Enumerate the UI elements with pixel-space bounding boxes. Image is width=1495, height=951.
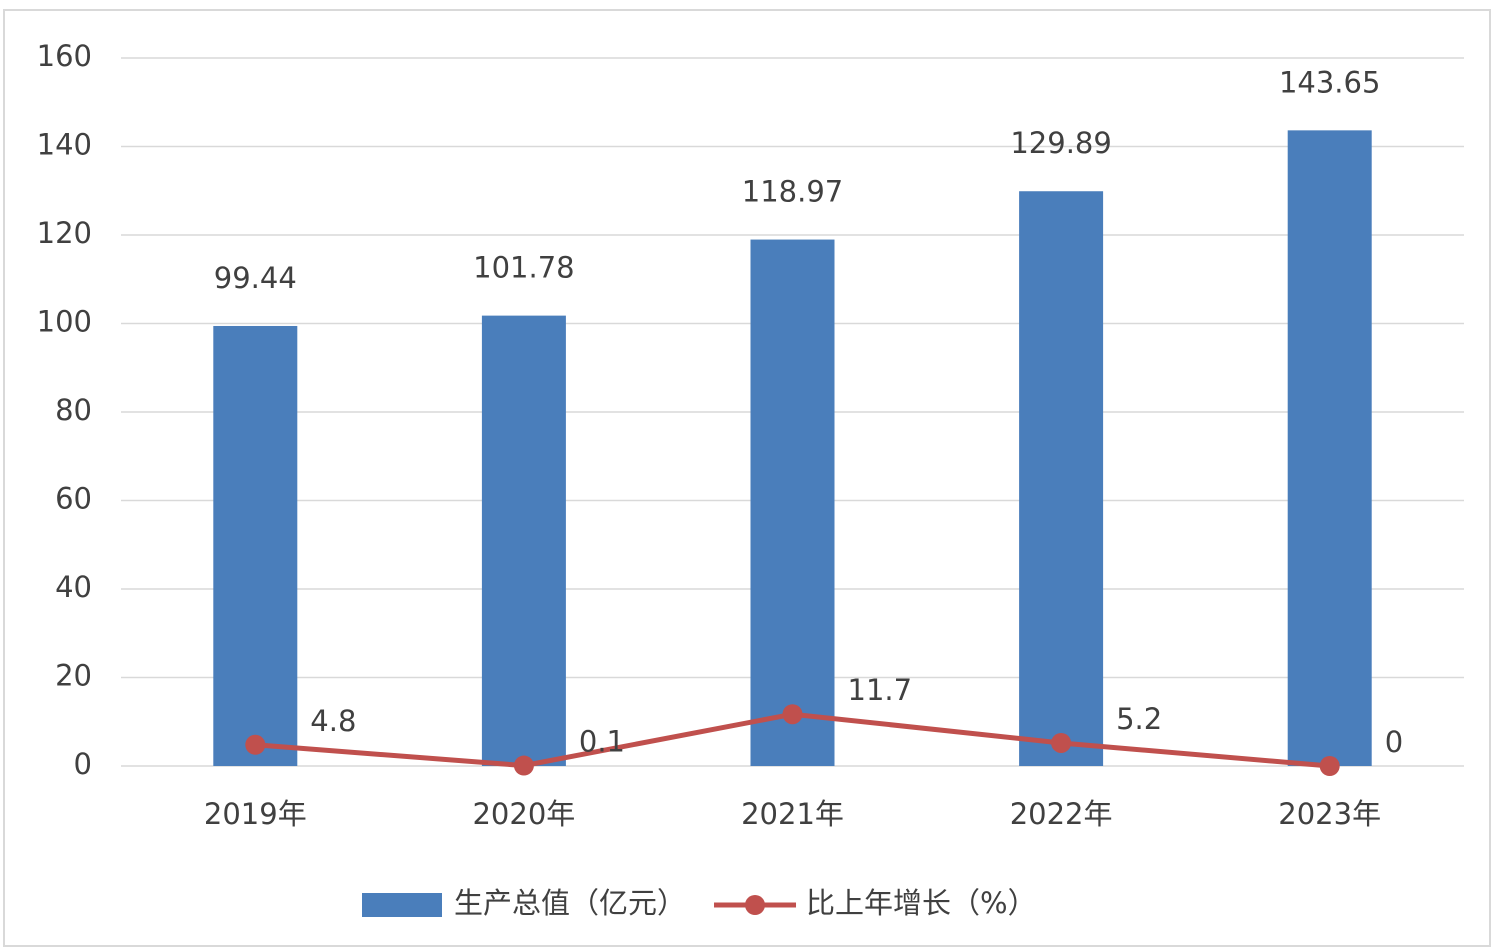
data-label: 118.97 <box>742 175 843 209</box>
legend-marker <box>745 895 766 915</box>
data-label: 143.65 <box>1279 65 1380 99</box>
line-marker <box>782 704 803 725</box>
y-tick-label: 40 <box>55 570 92 604</box>
y-tick-label: 160 <box>37 39 92 73</box>
line-marker <box>513 755 534 776</box>
y-tick-label: 80 <box>55 393 92 427</box>
data-label: 0 <box>1385 725 1403 759</box>
legend-label: 比上年增长（%） <box>806 886 1037 920</box>
line-marker <box>1319 756 1340 776</box>
line-marker <box>1051 732 1072 753</box>
data-label: 99.44 <box>214 261 297 295</box>
y-tick-label: 20 <box>55 659 92 693</box>
y-tick-label: 140 <box>37 128 92 162</box>
bar <box>1287 130 1372 766</box>
data-label: 5.2 <box>1116 702 1162 736</box>
x-tick-label: 2019年 <box>204 797 307 831</box>
x-tick-label: 2021年 <box>741 797 844 831</box>
legend-swatch <box>362 893 442 917</box>
x-tick-label: 2020年 <box>472 797 575 831</box>
y-tick-label: 60 <box>55 482 92 516</box>
x-tick-label: 2023年 <box>1278 797 1381 831</box>
data-label: 4.8 <box>310 704 356 738</box>
y-tick-label: 100 <box>37 305 92 339</box>
x-tick-label: 2022年 <box>1010 797 1113 831</box>
y-tick-label: 120 <box>37 216 92 250</box>
data-label: 129.89 <box>1010 126 1111 160</box>
bar <box>750 239 835 767</box>
data-label: 101.78 <box>473 251 574 285</box>
y-tick-label: 0 <box>74 747 92 781</box>
legend-label: 生产总值（亿元） <box>454 886 686 920</box>
data-label: 0.1 <box>579 725 625 759</box>
data-label: 11.7 <box>848 673 913 707</box>
bar <box>481 315 566 766</box>
line-marker <box>245 734 266 755</box>
bar <box>213 325 298 766</box>
bar <box>1019 191 1104 766</box>
